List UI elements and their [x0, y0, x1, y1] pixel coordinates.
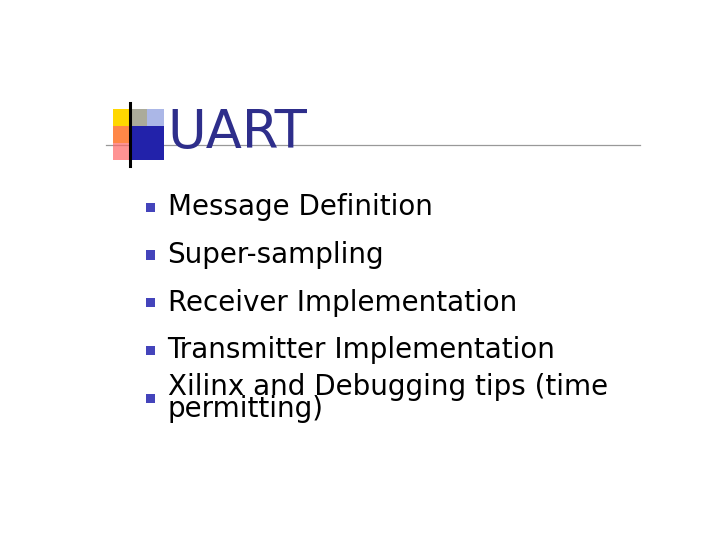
Text: Super-sampling: Super-sampling [168, 241, 384, 269]
Bar [145, 394, 155, 403]
Bar [113, 110, 148, 143]
Bar [113, 126, 148, 160]
Bar [145, 202, 155, 212]
Bar [145, 251, 155, 260]
Text: Transmitter Implementation: Transmitter Implementation [168, 336, 555, 365]
Bar [145, 346, 155, 355]
Bar [130, 110, 164, 143]
Text: Xilinx and Debugging tips (time: Xilinx and Debugging tips (time [168, 374, 608, 401]
Text: UART: UART [168, 106, 307, 159]
Bar [145, 298, 155, 307]
Text: permitting): permitting) [168, 395, 323, 423]
Bar [130, 126, 164, 160]
Text: Message Definition: Message Definition [168, 193, 433, 221]
Text: Receiver Implementation: Receiver Implementation [168, 289, 517, 317]
